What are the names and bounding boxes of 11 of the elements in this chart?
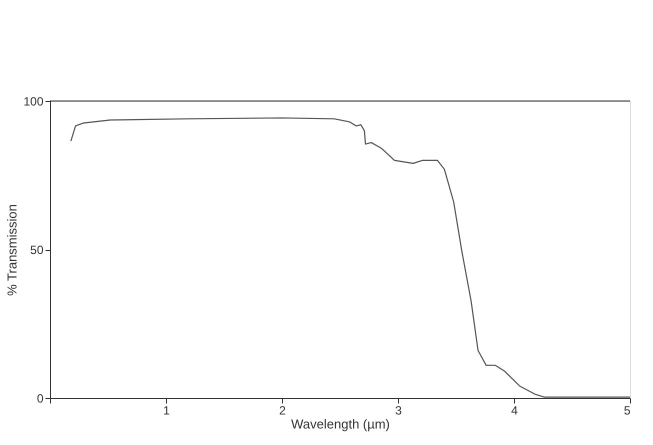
x-tick-label: 1 bbox=[163, 404, 170, 418]
x-tick-label: 2 bbox=[279, 404, 286, 418]
x-tick-label: 3 bbox=[395, 404, 402, 418]
line-series bbox=[70, 117, 631, 398]
y-tick-label: 50 bbox=[30, 243, 44, 257]
x-tick-label: 5 bbox=[624, 404, 631, 418]
x-tick-label: 4 bbox=[511, 404, 518, 418]
y-tick-label: 0 bbox=[36, 392, 44, 406]
y-axis-title: % Transmission bbox=[4, 204, 20, 296]
y-tick-label: 100 bbox=[23, 94, 44, 108]
x-axis-title: Wavelength (µm) bbox=[291, 416, 390, 432]
